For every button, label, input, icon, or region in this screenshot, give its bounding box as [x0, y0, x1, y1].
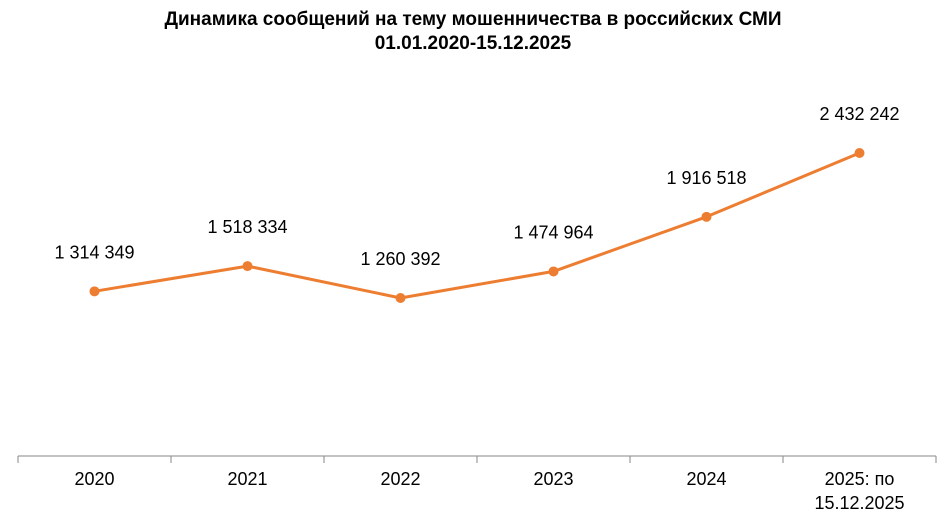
data-label: 2 432 242 — [819, 104, 899, 124]
data-point — [242, 261, 253, 272]
x-tick-label: 2021 — [227, 469, 267, 489]
x-tick-label: 2020 — [74, 469, 114, 489]
chart-title-line2: 01.01.2020-15.12.2025 — [374, 33, 572, 54]
x-tick-label: 2022 — [380, 469, 420, 489]
data-label: 1 260 392 — [360, 249, 440, 269]
data-point — [395, 293, 406, 303]
x-tick-label: 2025: по — [825, 469, 895, 489]
data-point — [701, 211, 712, 222]
data-point — [548, 266, 559, 277]
chart-title: Динамика сообщений на тему мошенничества… — [0, 8, 946, 56]
x-tick-label: 2023 — [533, 469, 573, 489]
chart-title-line1: Динамика сообщений на тему мошенничества… — [164, 9, 782, 30]
data-label: 1 314 349 — [54, 242, 134, 262]
data-point — [89, 286, 100, 297]
x-axis — [17, 455, 937, 463]
data-point — [854, 148, 865, 158]
data-label: 1 518 334 — [207, 217, 287, 237]
data-labels: 1 314 349 1 518 334 1 260 392 1 474 964 1 91… — [54, 104, 899, 269]
data-label: 1 916 518 — [666, 168, 746, 188]
series-line — [89, 148, 865, 303]
x-tick-label: 2024 — [686, 469, 726, 489]
x-tick-labels: 2020 2021 2022 2023 2024 2025: по 15.12.2025 — [74, 469, 904, 513]
x-tick-label: 15.12.2025 — [814, 493, 904, 513]
data-label: 1 474 964 — [513, 222, 593, 242]
